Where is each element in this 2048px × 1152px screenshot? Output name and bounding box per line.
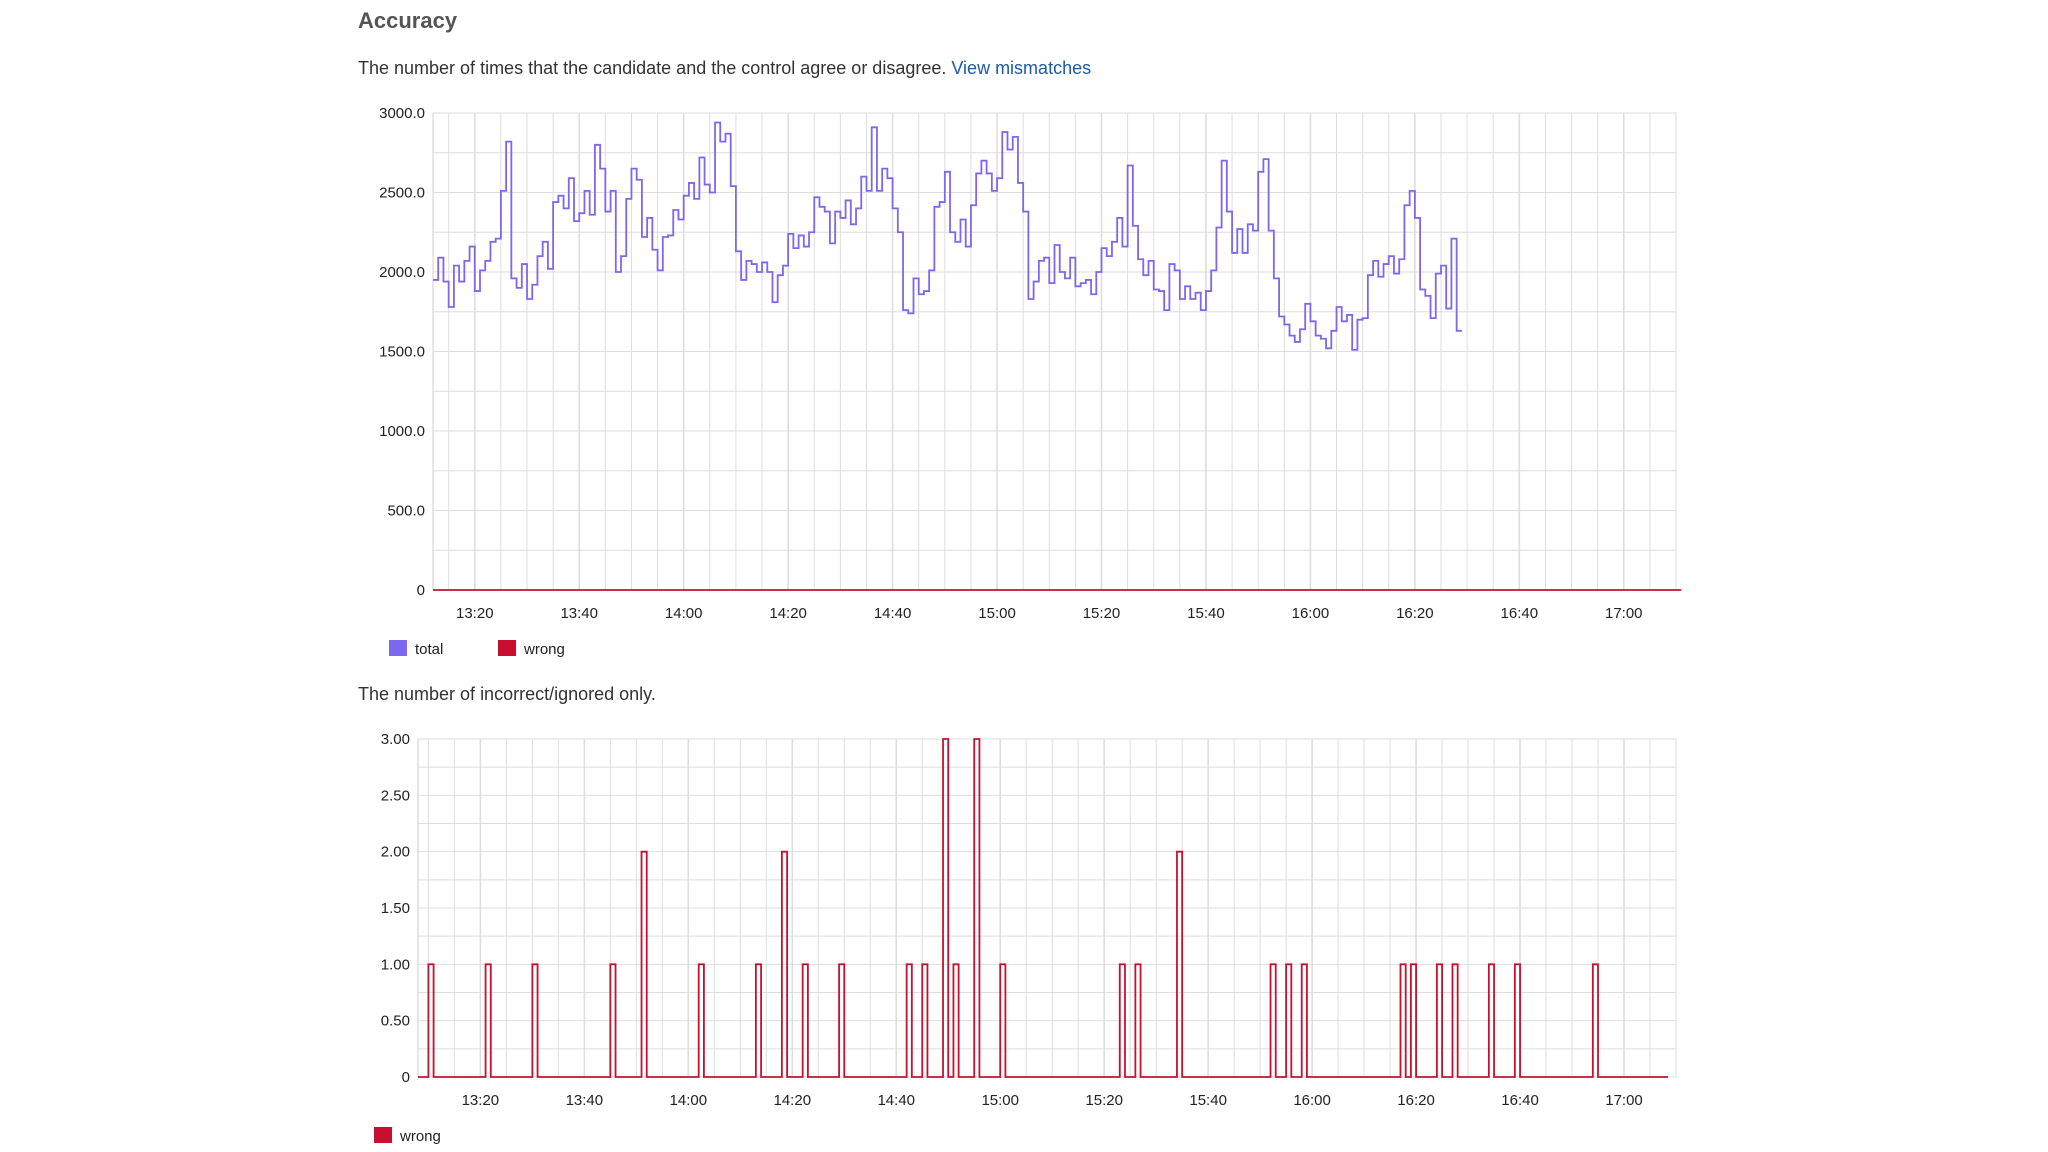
series-line-wrong: [418, 738, 1668, 1078]
x-tick-label: 16:20: [1397, 1092, 1435, 1109]
legend-label-wrong: wrong: [399, 1128, 441, 1145]
y-tick-label: 0: [402, 1069, 410, 1086]
x-tick-label: 14:40: [874, 605, 912, 622]
x-tick-label: 13:20: [462, 1092, 500, 1109]
legend-label-total: total: [415, 641, 443, 658]
x-tick-label: 16:40: [1501, 605, 1539, 622]
y-tick-label: 2.00: [381, 844, 410, 861]
y-tick-label: 1.00: [381, 956, 410, 973]
x-tick-label: 13:20: [456, 605, 494, 622]
x-tick-label: 15:20: [1085, 1092, 1123, 1109]
x-tick-label: 15:00: [978, 605, 1016, 622]
x-tick-label: 14:20: [769, 605, 807, 622]
y-tick-label: 2500.0: [379, 185, 425, 202]
accuracy-total-chart: 0 500.0 1000.0 1500.0 2000.0 2500.0 3000.0 13:2…: [379, 105, 1682, 658]
x-tick-label: 16:00: [1292, 605, 1330, 622]
chart1-description: The number of times that the candidate a…: [358, 58, 1091, 79]
y-tick-label: 2000.0: [379, 264, 425, 281]
x-tick-label: 16:40: [1501, 1092, 1539, 1109]
y-tick-label: 1000.0: [379, 423, 425, 440]
view-mismatches-link[interactable]: View mismatches: [951, 58, 1092, 78]
x-tick-label: 15:20: [1083, 605, 1121, 622]
legend-label-wrong: wrong: [523, 641, 565, 658]
x-tick-label: 13:40: [560, 605, 598, 622]
x-tick-label: 14:00: [670, 1092, 708, 1109]
y-tick-label: 2.50: [381, 787, 410, 804]
x-tick-label: 15:00: [981, 1092, 1019, 1109]
x-tick-label: 14:00: [665, 605, 703, 622]
x-tick-label: 14:40: [877, 1092, 915, 1109]
y-tick-label: 3.00: [381, 731, 410, 748]
y-tick-label: 0.50: [381, 1013, 410, 1030]
x-tick-label: 16:00: [1293, 1092, 1331, 1109]
legend-swatch-total: [389, 640, 407, 656]
x-tick-label: 15:40: [1187, 605, 1225, 622]
y-tick-label: 0: [417, 582, 425, 599]
y-tick-label: 1500.0: [379, 344, 425, 361]
y-tick-label: 1.50: [381, 900, 410, 917]
x-tick-label: 17:00: [1605, 605, 1643, 622]
section-title: Accuracy: [358, 8, 458, 33]
series-line-total: [433, 121, 1462, 351]
x-tick-label: 13:40: [566, 1092, 604, 1109]
legend-swatch-wrong: [498, 640, 516, 656]
x-tick-label: 17:00: [1605, 1092, 1643, 1109]
y-tick-label: 500.0: [387, 503, 425, 520]
chart2-description: The number of incorrect/ignored only.: [358, 684, 656, 704]
x-tick-label: 14:20: [774, 1092, 812, 1109]
x-tick-label: 16:20: [1396, 605, 1434, 622]
legend-swatch-wrong: [374, 1127, 392, 1143]
y-tick-label: 3000.0: [379, 105, 425, 122]
chart1-description-text: The number of times that the candidate a…: [358, 58, 947, 78]
x-tick-label: 15:40: [1189, 1092, 1227, 1109]
